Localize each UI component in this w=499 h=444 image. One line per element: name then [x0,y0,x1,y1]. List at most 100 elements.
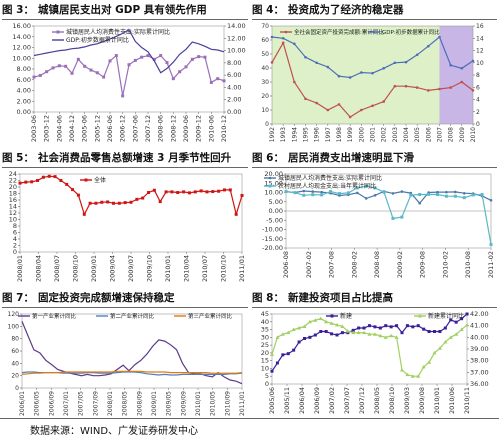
y-tick-label: 5.00 [269,198,283,206]
x-tick-label: 2007-06 [131,115,139,142]
data-point [411,325,415,329]
legend-marker [268,176,272,180]
y2-tick-label: 4.00 [227,83,241,91]
y2-tick-label: 6 [476,84,480,91]
y-tick-label: -10.00 [262,226,283,234]
data-point [329,190,333,194]
y-tick-label: 8 [13,222,17,230]
data-point [281,41,285,45]
chart-title: 图 3： 城镇居民支出对 GDP 具有领先作用 [2,2,248,20]
data-point [51,66,55,70]
data-point [302,189,306,193]
data-point [465,312,469,316]
data-point [421,364,426,369]
x-tick-label: 2001 [370,127,377,142]
y-tick-label: 60 [261,37,269,44]
data-point [311,190,315,193]
data-point [382,190,386,194]
x-tick-label: 2010/06 [448,387,456,414]
data-point [71,188,75,192]
y-tick-label: 10.00 [264,189,283,197]
data-point [190,57,194,61]
x-tick-label: 2000 [358,127,365,142]
x-tick-label: 2009/01 [90,255,98,282]
x-tick-label: 2006 [425,127,432,142]
legend-label: 城镇居民人均消费性支出:实际累计同比 [278,174,382,182]
data-point [47,174,51,178]
data-point [422,327,426,331]
x-tick-label: 2010/01 [164,255,172,282]
y-tick-label: 0 [13,248,17,256]
x-tick-label: 2007/07 [343,387,351,414]
data-point [59,179,63,182]
y-tick-label: 12.00 [12,44,31,52]
data-point [286,352,290,356]
x-tick-label: 2008/05 [122,391,129,416]
x-tick-label: 1992 [269,127,276,142]
y-tick-label: 20 [9,183,17,191]
data-point [335,333,339,337]
data-point [108,59,112,63]
data-point [30,180,34,184]
x-tick-label: 1996 [314,127,321,142]
legend-label: 全社会固定资产投资完成额:累计同比 [294,28,384,36]
data-point [94,201,98,205]
data-point [405,324,409,328]
plot-frame [21,313,243,389]
data-point [378,326,382,330]
chart-title: 图 7： 固定投资完成额增速保持稳定 [2,290,248,308]
chart-svg: 0 20 40 60 80 100 120 2006/01 2006/05 2006/09 2007… [8,311,246,416]
x-tick-label: 2010/09 [224,391,231,416]
data-point [286,330,291,335]
data-point [297,326,302,330]
data-point [330,332,334,336]
data-point [303,337,306,340]
legend-marker [268,184,272,188]
data-point [76,193,80,197]
x-tick-label: 2011-02 [487,251,495,278]
chart-title: 图 5： 社会消费品零售总额增速 3 月季节性回升 [2,150,248,168]
data-point [171,77,175,81]
y-tick-label: 5 [265,372,269,380]
x-tick-label: 2010/07 [201,255,209,282]
x-tick-label: 2008 [448,127,455,142]
x-tick-label: 2007/12 [358,387,366,414]
data-point [418,201,421,205]
data-point [433,330,436,333]
chart-panel-6: 图 6： 居民消费支出增速明显下滑 -20.00 -15.00 -10.00 -5.00… [252,150,497,290]
data-point [70,71,74,75]
data-point [182,190,186,194]
data-point [100,200,104,204]
y-tick-label: 30 [261,79,269,86]
data-point [364,197,368,200]
data-point [152,188,156,192]
data-point [394,335,399,339]
y-tick-label: -20.00 [262,244,283,252]
y-tick-label: 12 [9,209,17,217]
data-point [404,60,408,64]
x-tick-label: 2009-06 [182,115,190,142]
data-point [315,61,318,65]
background-band [439,26,473,124]
legend-label: GDP:初步数据累计同比 [66,36,129,44]
data-point [465,322,469,327]
data-point [371,104,374,108]
y2-tick-label: 6.00 [227,71,241,79]
data-point [480,193,484,197]
data-point [170,190,174,194]
y-tick-label: 15 [261,357,269,365]
data-point [41,175,45,179]
data-point [228,188,232,192]
x-tick-label: 2005/06 [268,387,276,414]
x-tick-label: 2003-12 [43,115,51,142]
x-tick-label: 2010-12 [220,115,228,142]
y-tick-label: -15.00 [262,235,283,243]
x-tick-label: 2008-08 [373,251,381,278]
series-line [19,175,243,217]
data-point [436,190,439,194]
series-line [33,54,225,97]
x-tick-label: 2008/01 [16,255,24,282]
chart-panel-7: 图 7： 固定投资完成额增速保持稳定 0 20 40 60 80 100 120 2006/01… [2,290,248,418]
footer-rule [0,418,499,419]
y2-tick-label: 2.00 [227,96,241,104]
